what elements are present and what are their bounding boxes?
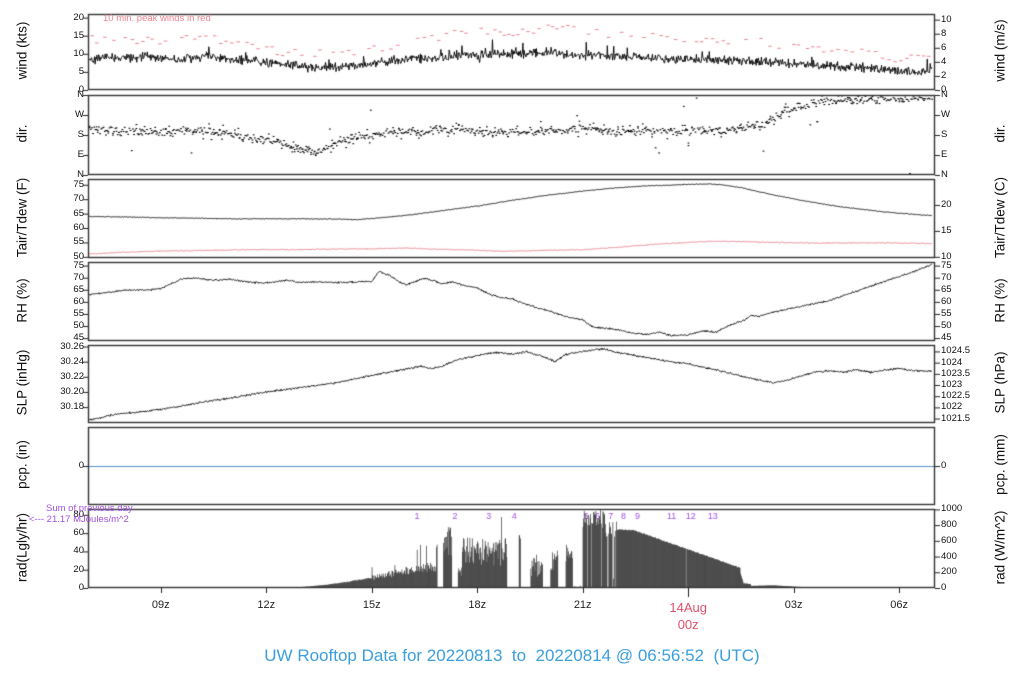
rad-sum-note-line1: Sum of previous day (46, 503, 133, 514)
rad-sum-note-line2: <--- 21.17 MJoules/m^2 (29, 514, 129, 525)
chart-title: UW Rooftop Data for 20220813 to 20220814… (264, 646, 760, 665)
peak-wind-note: 10 min. peak winds in red (103, 13, 211, 24)
